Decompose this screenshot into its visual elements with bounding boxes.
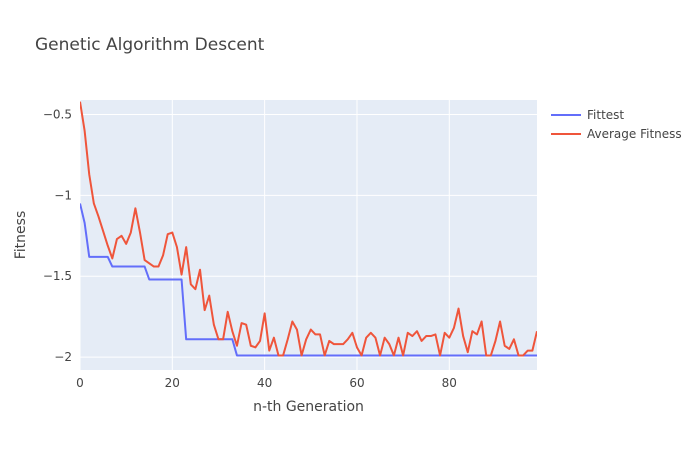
series-line-fittest[interactable]	[80, 203, 537, 357]
series-line-average-fitness[interactable]	[80, 101, 537, 357]
legend-item-fittest[interactable]: Fittest	[551, 108, 624, 122]
y-tick-label: −2	[54, 350, 72, 364]
x-tick-label: 20	[165, 376, 180, 390]
y-tick-label: −0.5	[43, 108, 72, 122]
x-axis-label: n-th Generation	[253, 399, 364, 415]
y-tick-label: −1.5	[43, 269, 72, 283]
x-tick-label: 80	[442, 376, 457, 390]
legend: Fittest Average Fitness	[551, 108, 682, 141]
legend-label-average-fitness: Average Fitness	[587, 127, 682, 141]
x-tick-label: 0	[76, 376, 84, 390]
y-tick-label: −1	[54, 188, 72, 202]
legend-item-average-fitness[interactable]: Average Fitness	[551, 127, 682, 141]
chart-title: Genetic Algorithm Descent	[35, 35, 265, 55]
gridlines	[79, 100, 537, 370]
x-tick-label: 60	[349, 376, 364, 390]
x-tick-label: 40	[257, 376, 272, 390]
plot-area[interactable]	[80, 100, 537, 370]
y-axis-label: Fitness	[13, 211, 29, 260]
tick-labels: 0 20 40 60 80 −0.5 −1 −1.5 −2	[43, 108, 457, 390]
legend-label-fittest: Fittest	[587, 108, 624, 122]
series-lines	[80, 101, 537, 357]
